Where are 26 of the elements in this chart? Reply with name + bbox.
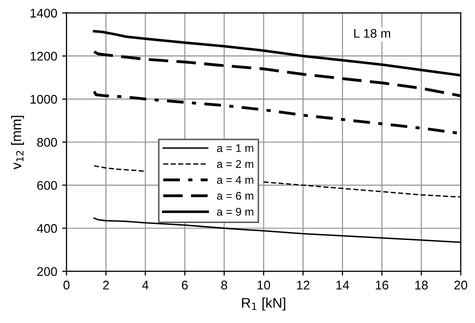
x-tick-label: 16: [376, 280, 388, 290]
x-axis-title: R$_{1}$ [kN]: [242, 298, 286, 311]
legend-label: a = 1 m: [217, 144, 254, 152]
y-tick-label: 400: [36, 224, 57, 233]
x-tick-label: 2: [103, 280, 109, 290]
x-tick-label: 12: [297, 280, 310, 290]
y-tick-label: 200: [37, 267, 57, 276]
y-tick-label: 600: [37, 180, 57, 190]
x-tick-label: 10: [258, 280, 270, 290]
y-tick-label: 800: [37, 138, 57, 147]
x-tick-label: 18: [415, 280, 428, 290]
x-tick-label: 6: [182, 280, 188, 290]
legend-label: a = 6 m: [217, 192, 254, 200]
x-tick-label: 8: [221, 280, 228, 290]
x-tick-label: 14: [336, 280, 350, 290]
x-tick-label: 20: [454, 280, 468, 290]
x-tick-label: 4: [142, 280, 148, 290]
y-tick-label: 1000: [30, 94, 57, 104]
annotation: L 18 m: [354, 28, 390, 38]
y-tick-label: 1200: [30, 52, 57, 61]
x-tick-label: 0: [64, 280, 70, 290]
legend-label: a = 9 m: [217, 208, 254, 216]
y-axis-title: v$_{12}$ [mm]: [11, 116, 24, 170]
y-tick-label: 1400: [30, 8, 57, 18]
legend-label: a = 2 m: [217, 160, 254, 168]
legend-label: a = 4 m: [217, 176, 254, 184]
